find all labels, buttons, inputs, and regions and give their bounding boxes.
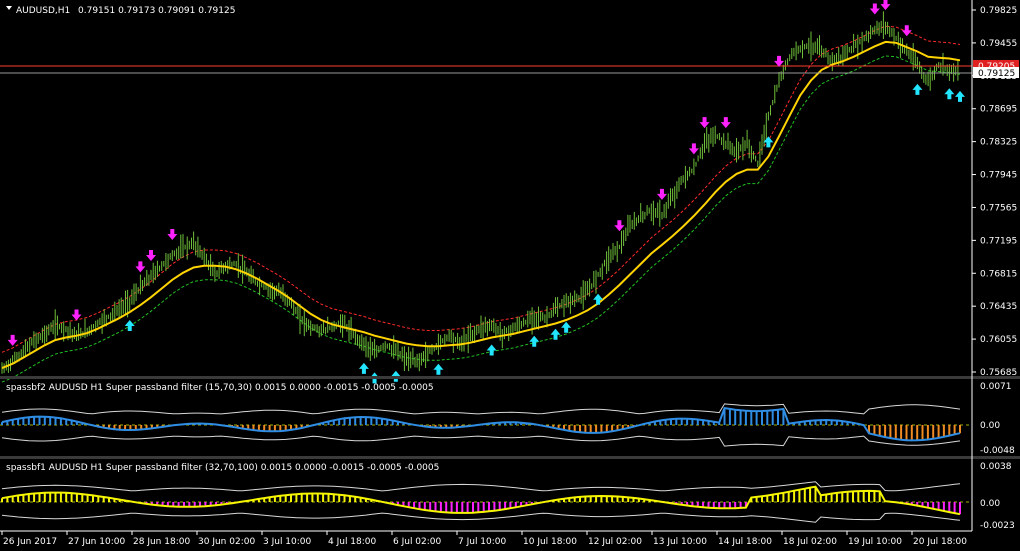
time-axis-label: 4 Jul 18:00 <box>328 537 377 547</box>
price-axis-label: 0.77195 <box>980 236 1017 246</box>
chevron-down-icon[interactable] <box>6 6 12 10</box>
price-axis-label: 0.79455 <box>980 39 1017 49</box>
arrow-up-icon <box>550 328 561 340</box>
time-axis-label: 26 Jun 2017 <box>3 537 57 547</box>
arrow-up-icon <box>486 344 497 356</box>
panel-separator[interactable] <box>0 376 1020 379</box>
arrow-down-icon <box>901 25 912 37</box>
upper-band-line <box>1 25 961 353</box>
current-price-text: 0.79125 <box>978 69 1015 79</box>
time-axis-label: 20 Jul 18:00 <box>913 537 967 547</box>
price-axis-label: 0.77565 <box>980 203 1017 213</box>
arrow-down-icon <box>774 55 785 67</box>
indicator-panel-1[interactable]: spassbf2 AUDUSD H1 Super passband filter… <box>0 383 972 447</box>
arrow-down-icon <box>71 309 82 321</box>
signal-arrows <box>7 0 965 384</box>
envelope-top-line <box>1 481 961 492</box>
indicator-axis-label: -0.0023 <box>980 521 1015 531</box>
arrow-down-icon <box>880 0 891 11</box>
arrow-up-icon <box>593 293 604 305</box>
arrow-down-icon <box>720 117 731 129</box>
time-axis-label: 30 Jun 02:00 <box>198 537 255 547</box>
price-axis-label: 0.76055 <box>980 335 1017 345</box>
time-axis-label: 27 Jun 10:00 <box>68 537 125 547</box>
envelope-bottom-line <box>1 512 961 523</box>
price-axis-label: 0.78325 <box>980 138 1017 148</box>
indicator-axis-label: 0.00 <box>980 499 1000 509</box>
arrow-down-icon <box>167 229 178 241</box>
arrow-down-icon <box>869 3 880 15</box>
indicator-axis-label: 0.00 <box>980 421 1000 431</box>
price-axis-label: 0.75685 <box>980 368 1017 378</box>
price-axis-label: 0.77945 <box>980 171 1017 181</box>
indicator-axis-label: 0.0071 <box>980 382 1012 392</box>
arrow-down-icon <box>614 220 625 232</box>
arrow-up-icon <box>912 83 923 95</box>
filter-line <box>1 485 961 516</box>
indicator-title: spassbf1 AUDUSD H1 Super passband filter… <box>6 463 439 473</box>
arrow-up-icon <box>529 335 540 347</box>
filter-line <box>1 406 961 442</box>
indicator-title: spassbf2 AUDUSD H1 Super passband filter… <box>6 383 434 393</box>
time-axis-label: 12 Jul 02:00 <box>588 537 642 547</box>
arrow-down-icon <box>7 334 18 346</box>
time-axis-label: 10 Jul 18:00 <box>523 537 577 547</box>
indicator-panel-2[interactable]: spassbf1 AUDUSD H1 Super passband filter… <box>0 463 972 523</box>
arrow-up-icon <box>561 321 572 333</box>
arrow-down-icon <box>135 261 146 273</box>
price-tag <box>973 60 1019 71</box>
main-price-panel[interactable]: AUDUSD,H1 0.79151 0.79173 0.79091 0.7912… <box>0 0 972 384</box>
time-axis-label: 3 Jul 10:00 <box>263 537 312 547</box>
panel-separator[interactable] <box>0 456 1020 459</box>
indicator-axis-label: -0.0048 <box>980 446 1015 456</box>
moving-average-line <box>1 40 961 370</box>
arrow-down-icon <box>688 143 699 155</box>
envelope-top-line <box>1 403 961 415</box>
time-axis-label: 7 Jul 10:00 <box>458 537 507 547</box>
price-axis-label: 0.76815 <box>980 269 1017 279</box>
time-axis-label: 18 Jul 02:00 <box>783 537 837 547</box>
arrow-down-icon <box>146 250 157 262</box>
indicator-axis-label: 0.0038 <box>980 462 1012 472</box>
chart-header: AUDUSD,H1 0.79151 0.79173 0.79091 0.7912… <box>6 6 235 16</box>
arrow-down-icon <box>699 117 710 129</box>
time-axis-label: 13 Jul 10:00 <box>653 537 707 547</box>
arrow-down-icon <box>656 188 667 200</box>
arrow-up-icon <box>955 90 965 102</box>
arrow-up-icon <box>763 136 774 148</box>
envelope-bottom-line <box>1 435 961 447</box>
price-axis-label: 0.78695 <box>980 105 1017 115</box>
lower-band-line <box>1 55 961 383</box>
price-axis[interactable]: 0.79825 0.79455 0.79125 0.78695 0.78325 0.779… <box>971 0 1019 531</box>
price-axis-label: 0.79825 <box>980 6 1017 16</box>
arrow-up-icon <box>358 362 369 374</box>
arrow-up-icon <box>124 319 135 331</box>
arrow-up-icon <box>944 88 955 100</box>
current-price-tag <box>973 67 1019 78</box>
symbol-label: AUDUSD,H1 <box>16 6 70 16</box>
time-axis-label: 28 Jun 18:00 <box>133 537 190 547</box>
price-bars <box>1 11 959 374</box>
ohlc-values: 0.79151 0.79173 0.79091 0.79125 <box>78 6 235 16</box>
arrow-up-icon <box>433 363 444 375</box>
time-axis-label: 19 Jul 10:00 <box>848 537 902 547</box>
time-axis-label: 14 Jul 18:00 <box>718 537 772 547</box>
price-axis-label: 0.76435 <box>980 302 1017 312</box>
time-axis-label: 6 Jul 02:00 <box>393 537 442 547</box>
time-axis[interactable]: 26 Jun 2017 27 Jun 10:00 28 Jun 18:00 30 Ju… <box>0 530 972 547</box>
